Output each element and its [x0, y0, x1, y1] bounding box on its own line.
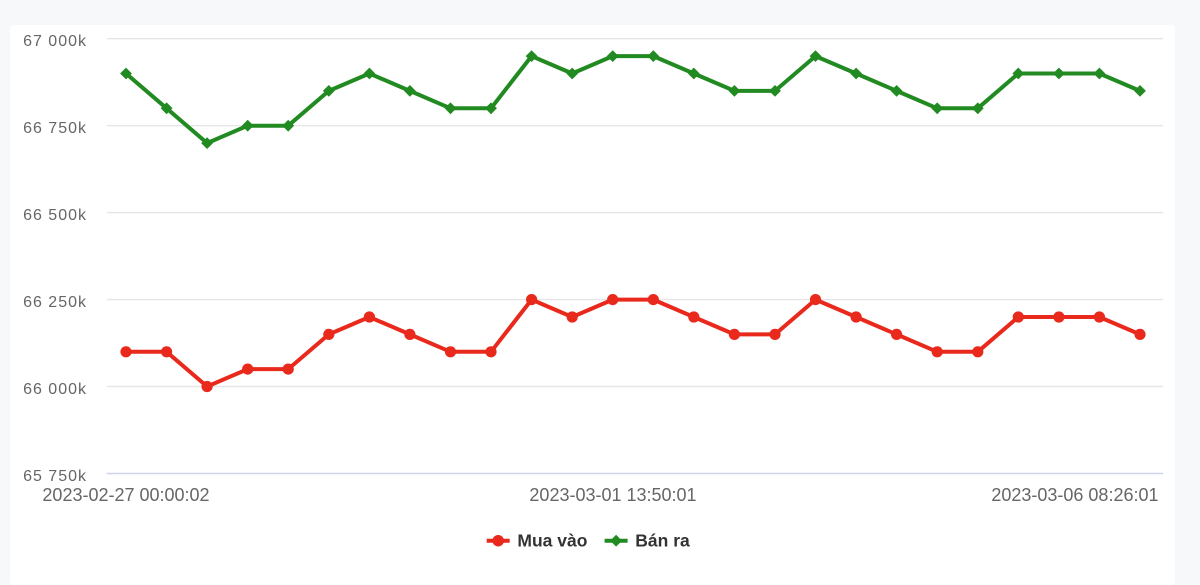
svg-text:66 500k: 66 500k	[23, 207, 87, 224]
svg-text:Bán ra: Bán ra	[635, 531, 690, 551]
svg-text:2023-03-06 08:26:01: 2023-03-06 08:26:01	[991, 485, 1158, 505]
svg-text:67 000k: 67 000k	[23, 33, 87, 50]
svg-text:66 000k: 66 000k	[23, 381, 87, 398]
svg-text:2023-02-27 00:00:02: 2023-02-27 00:00:02	[42, 485, 209, 505]
svg-text:66 750k: 66 750k	[23, 120, 87, 137]
svg-text:Mua vào: Mua vào	[517, 531, 587, 551]
svg-text:65 750k: 65 750k	[23, 468, 87, 485]
svg-text:2023-03-01 13:50:01: 2023-03-01 13:50:01	[529, 485, 696, 505]
svg-text:66 250k: 66 250k	[23, 294, 87, 311]
